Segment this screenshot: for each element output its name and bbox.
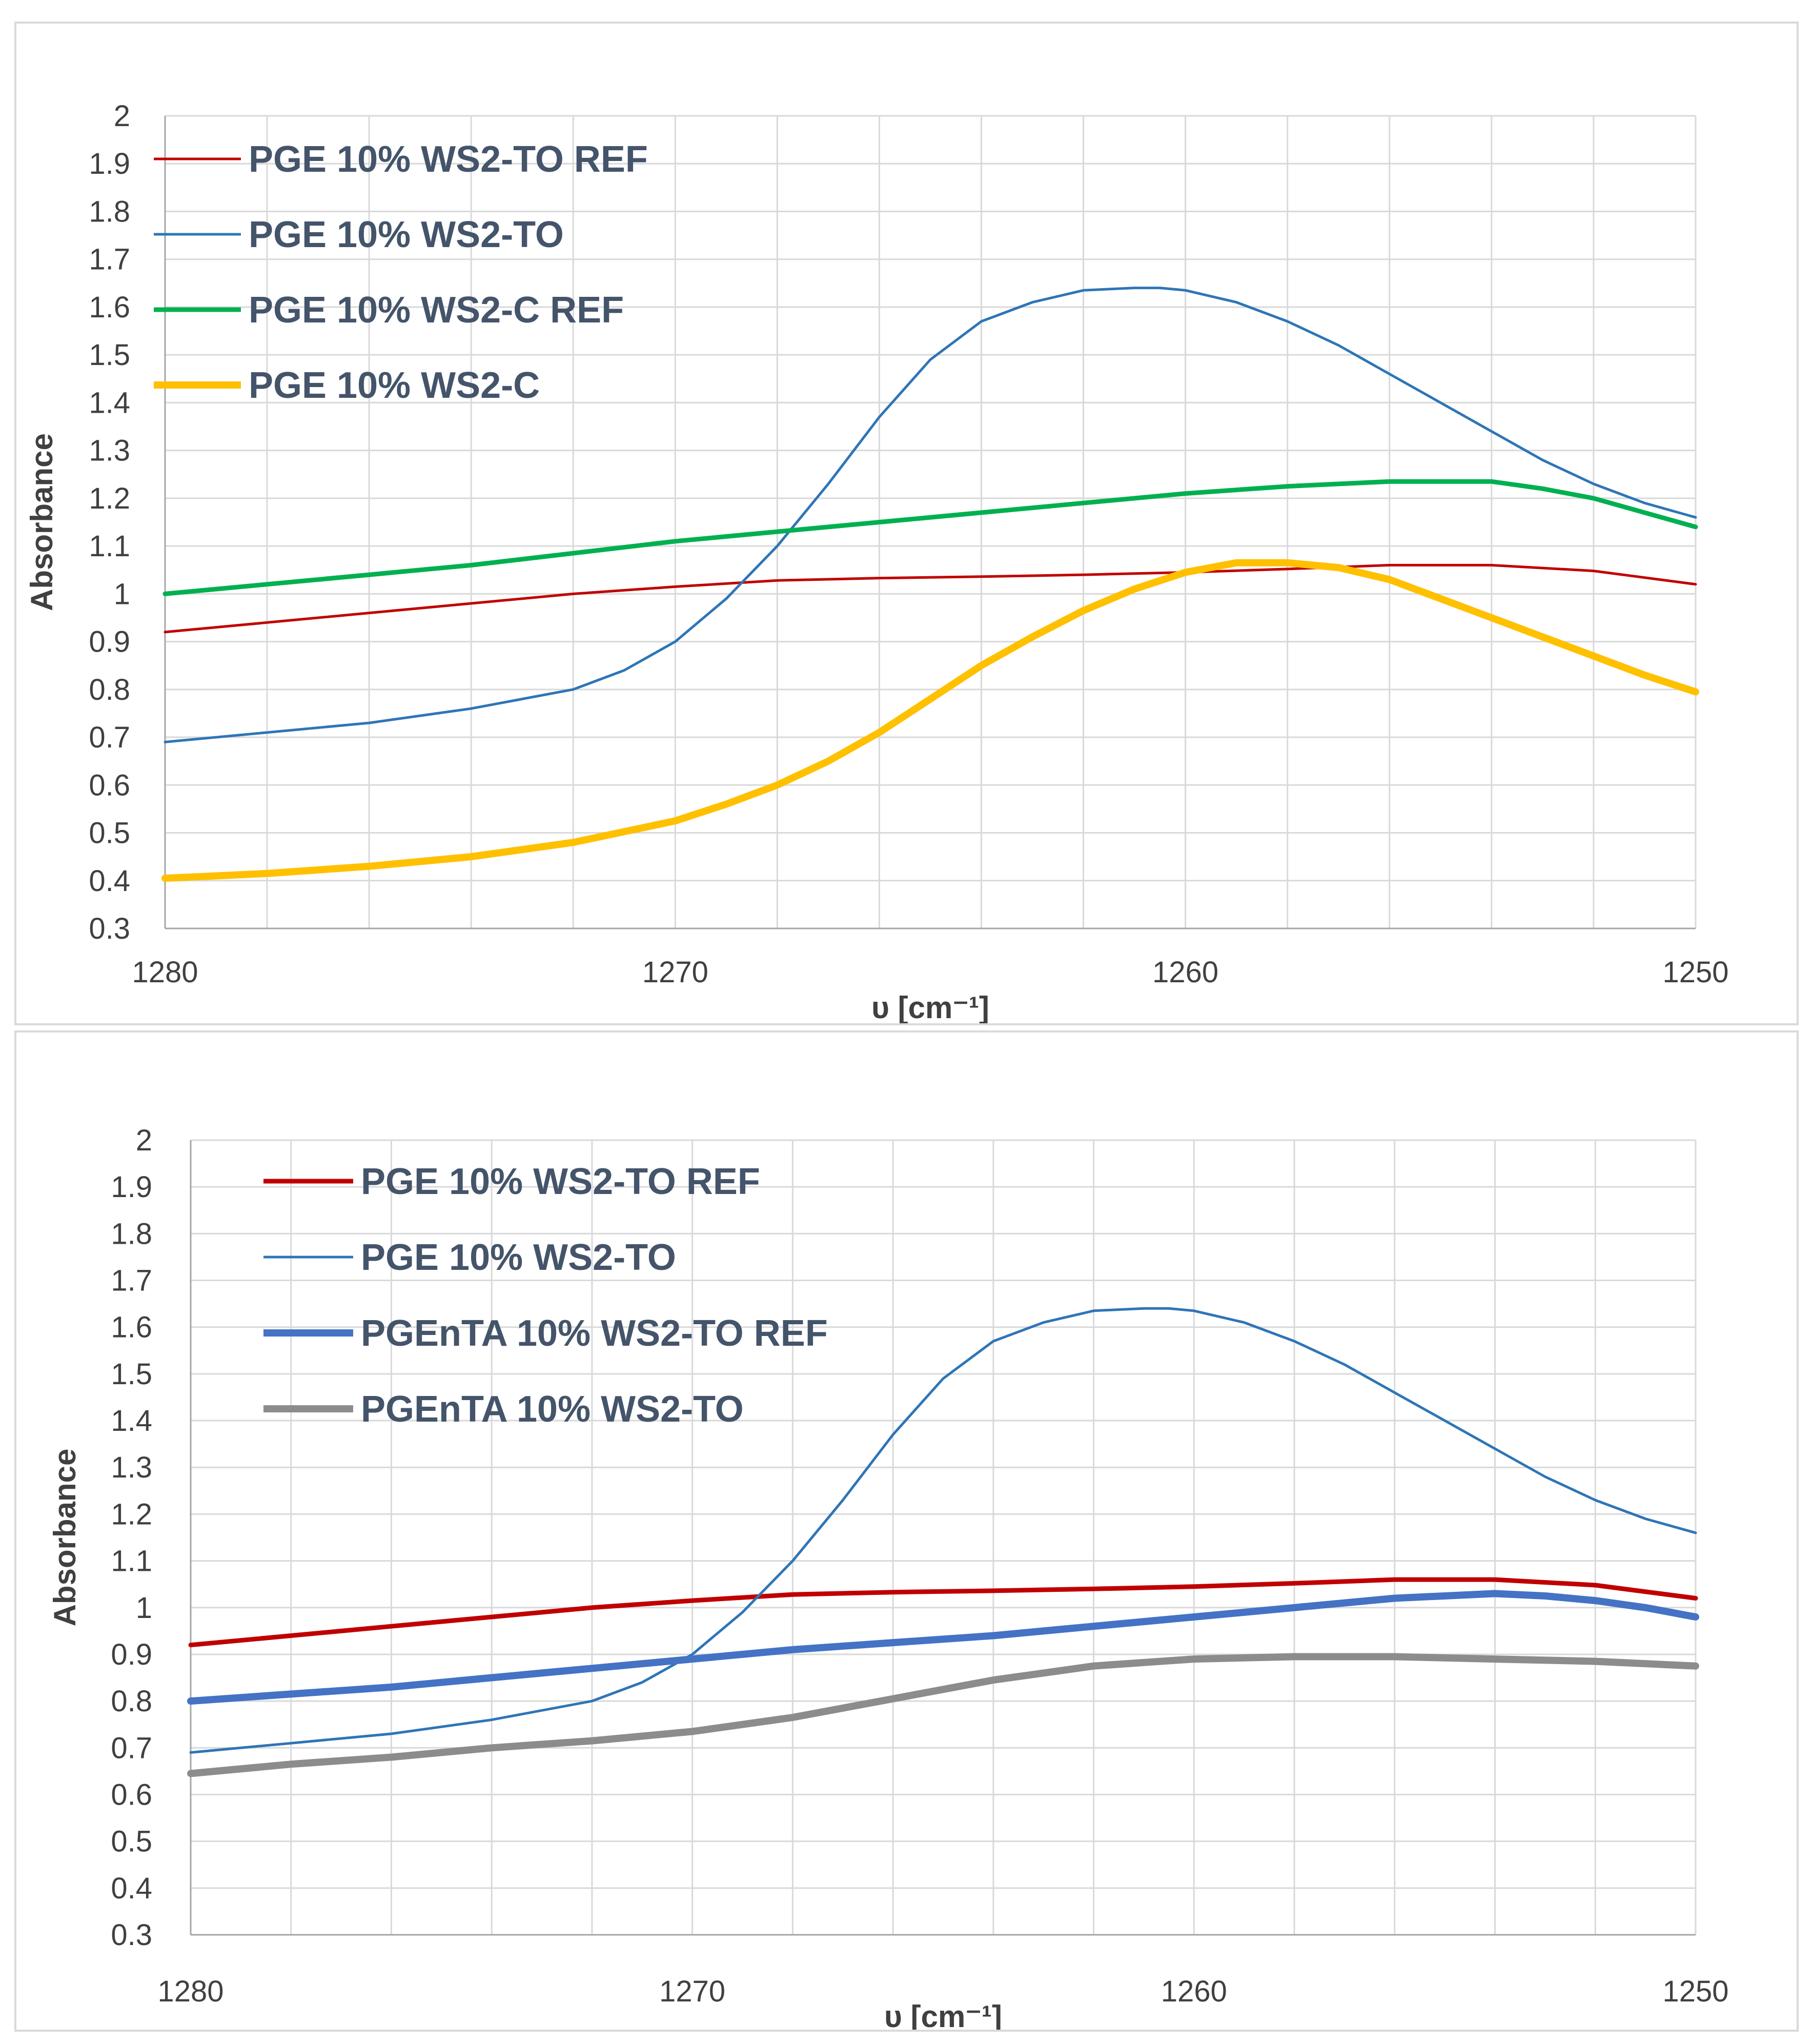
- c1-y-tick-label: 0.5: [111, 1825, 152, 1858]
- c0-x-tick-label: 1250: [1662, 956, 1728, 989]
- c1-y-tick-label: 0.9: [111, 1638, 152, 1671]
- chart-panel-top: 2 1.9 1.8 1.7 1.6 1.5 1.4 1.3 1.2 1.1 1 0.9 0.8 0.7 0.…: [14, 22, 1799, 1025]
- c1-legend-label-2: PGEnTA 10% WS2-TO REF: [361, 1313, 828, 1354]
- c0-y-tick-label: 1.1: [89, 530, 130, 563]
- c1-legend-label-1: PGE 10% WS2-TO: [361, 1237, 676, 1278]
- c0-series-line-0: [164, 563, 1697, 634]
- c1-y-tick-label: 1.9: [111, 1170, 152, 1204]
- c0-series-line-1: [164, 287, 1697, 743]
- c0-y-tick-label: 1.4: [89, 386, 130, 419]
- c1-y-tick-label: 2: [136, 1124, 152, 1157]
- c1-y-tick-label: 0.8: [111, 1685, 152, 1718]
- c0-y-tick-label: 0.5: [89, 817, 130, 850]
- c1-y-tick-label: 0.7: [111, 1731, 152, 1765]
- c0-y-tick-label: 0.9: [89, 625, 130, 659]
- c0-x-tick-label: 1280: [132, 956, 198, 989]
- c1-series-line-3: [187, 1653, 1699, 1777]
- c0-series-line-2: [162, 479, 1698, 596]
- c1-y-tick-label: 0.4: [111, 1872, 152, 1905]
- c0-legend-label-0: PGE 10% WS2-TO REF: [249, 139, 648, 180]
- chart-bottom: 2 1.9 1.8 1.7 1.6 1.5 1.4 1.3 1.2 1.1 1 0.9 0.8 0.7 0.…: [48, 1124, 1729, 2030]
- c0-y-tick-label: 2: [114, 99, 130, 133]
- c1-legend-label-3: PGEnTA 10% WS2-TO: [361, 1389, 744, 1430]
- c1-series-line-1: [189, 1307, 1697, 1754]
- c0-legend-label-1: PGE 10% WS2-TO: [249, 214, 564, 255]
- c0-y-tick-label: 1: [114, 577, 130, 611]
- c0-legend-label-2: PGE 10% WS2-C REF: [249, 290, 624, 331]
- c0-y-tick-label: 0.4: [89, 864, 130, 898]
- c0-series-line-3: [161, 559, 1699, 882]
- c0-x-tick-label: 1270: [642, 956, 708, 989]
- c1-x-tick-label: 1250: [1662, 1975, 1728, 2008]
- c1-y-tick-label: 1.6: [111, 1311, 152, 1344]
- c0-y-tick-label: 0.7: [89, 721, 130, 754]
- c0-y-tick-label: 0.8: [89, 673, 130, 706]
- c0-y-tick-label: 0.6: [89, 768, 130, 802]
- c1-x-tick-label: 1280: [157, 1975, 223, 2008]
- c0-y-tick-label: 1.2: [89, 482, 130, 515]
- c0-x-tick-label: 1260: [1152, 956, 1218, 989]
- c0-legend-label-3: PGE 10% WS2-C: [249, 365, 540, 406]
- c1-y-tick-label: 1.4: [111, 1404, 152, 1438]
- c1-series-line-0: [188, 1577, 1698, 1648]
- c1-y-tick-label: 1.8: [111, 1217, 152, 1250]
- c1-y-tick-label: 1.1: [111, 1545, 152, 1578]
- c0-x-axis-title: υ [cm⁻¹]: [871, 990, 989, 1023]
- c0-y-tick-label: 1.6: [89, 291, 130, 324]
- c1-y-tick-label: 1.5: [111, 1358, 152, 1391]
- c1-series-line-2: [187, 1590, 1699, 1705]
- c1-legend-label-0: PGE 10% WS2-TO REF: [361, 1161, 760, 1202]
- chart-top: 2 1.9 1.8 1.7 1.6 1.5 1.4 1.3 1.2 1.1 1 0.9 0.8 0.7 0.…: [25, 99, 1729, 1023]
- c1-x-tick-label: 1260: [1161, 1975, 1227, 2008]
- c0-y-tick-label: 0.3: [89, 912, 130, 945]
- c1-x-tick-label: 1270: [659, 1975, 725, 2008]
- c0-y-tick-label: 1.5: [89, 338, 130, 372]
- c1-y-tick-label: 1: [136, 1591, 152, 1625]
- c0-y-tick-label: 1.3: [89, 434, 130, 468]
- c1-y-tick-label: 0.6: [111, 1778, 152, 1811]
- c0-y-axis-title: Absorbance: [25, 433, 59, 611]
- c1-y-tick-label: 1.2: [111, 1497, 152, 1531]
- c0-y-tick-label: 1.7: [89, 243, 130, 276]
- c1-y-tick-label: 1.7: [111, 1264, 152, 1298]
- c1-y-axis-title: Absorbance: [48, 1449, 82, 1627]
- c1-y-tick-label: 0.3: [111, 1918, 152, 1952]
- c0-y-tick-label: 1.9: [89, 147, 130, 180]
- c1-x-axis-title: υ [cm⁻¹]: [884, 1999, 1002, 2030]
- c1-y-tick-label: 1.3: [111, 1451, 152, 1484]
- chart-panel-bottom: 2 1.9 1.8 1.7 1.6 1.5 1.4 1.3 1.2 1.1 1 0.9 0.8 0.7 0.…: [14, 1030, 1799, 2032]
- c0-y-tick-label: 1.8: [89, 195, 130, 228]
